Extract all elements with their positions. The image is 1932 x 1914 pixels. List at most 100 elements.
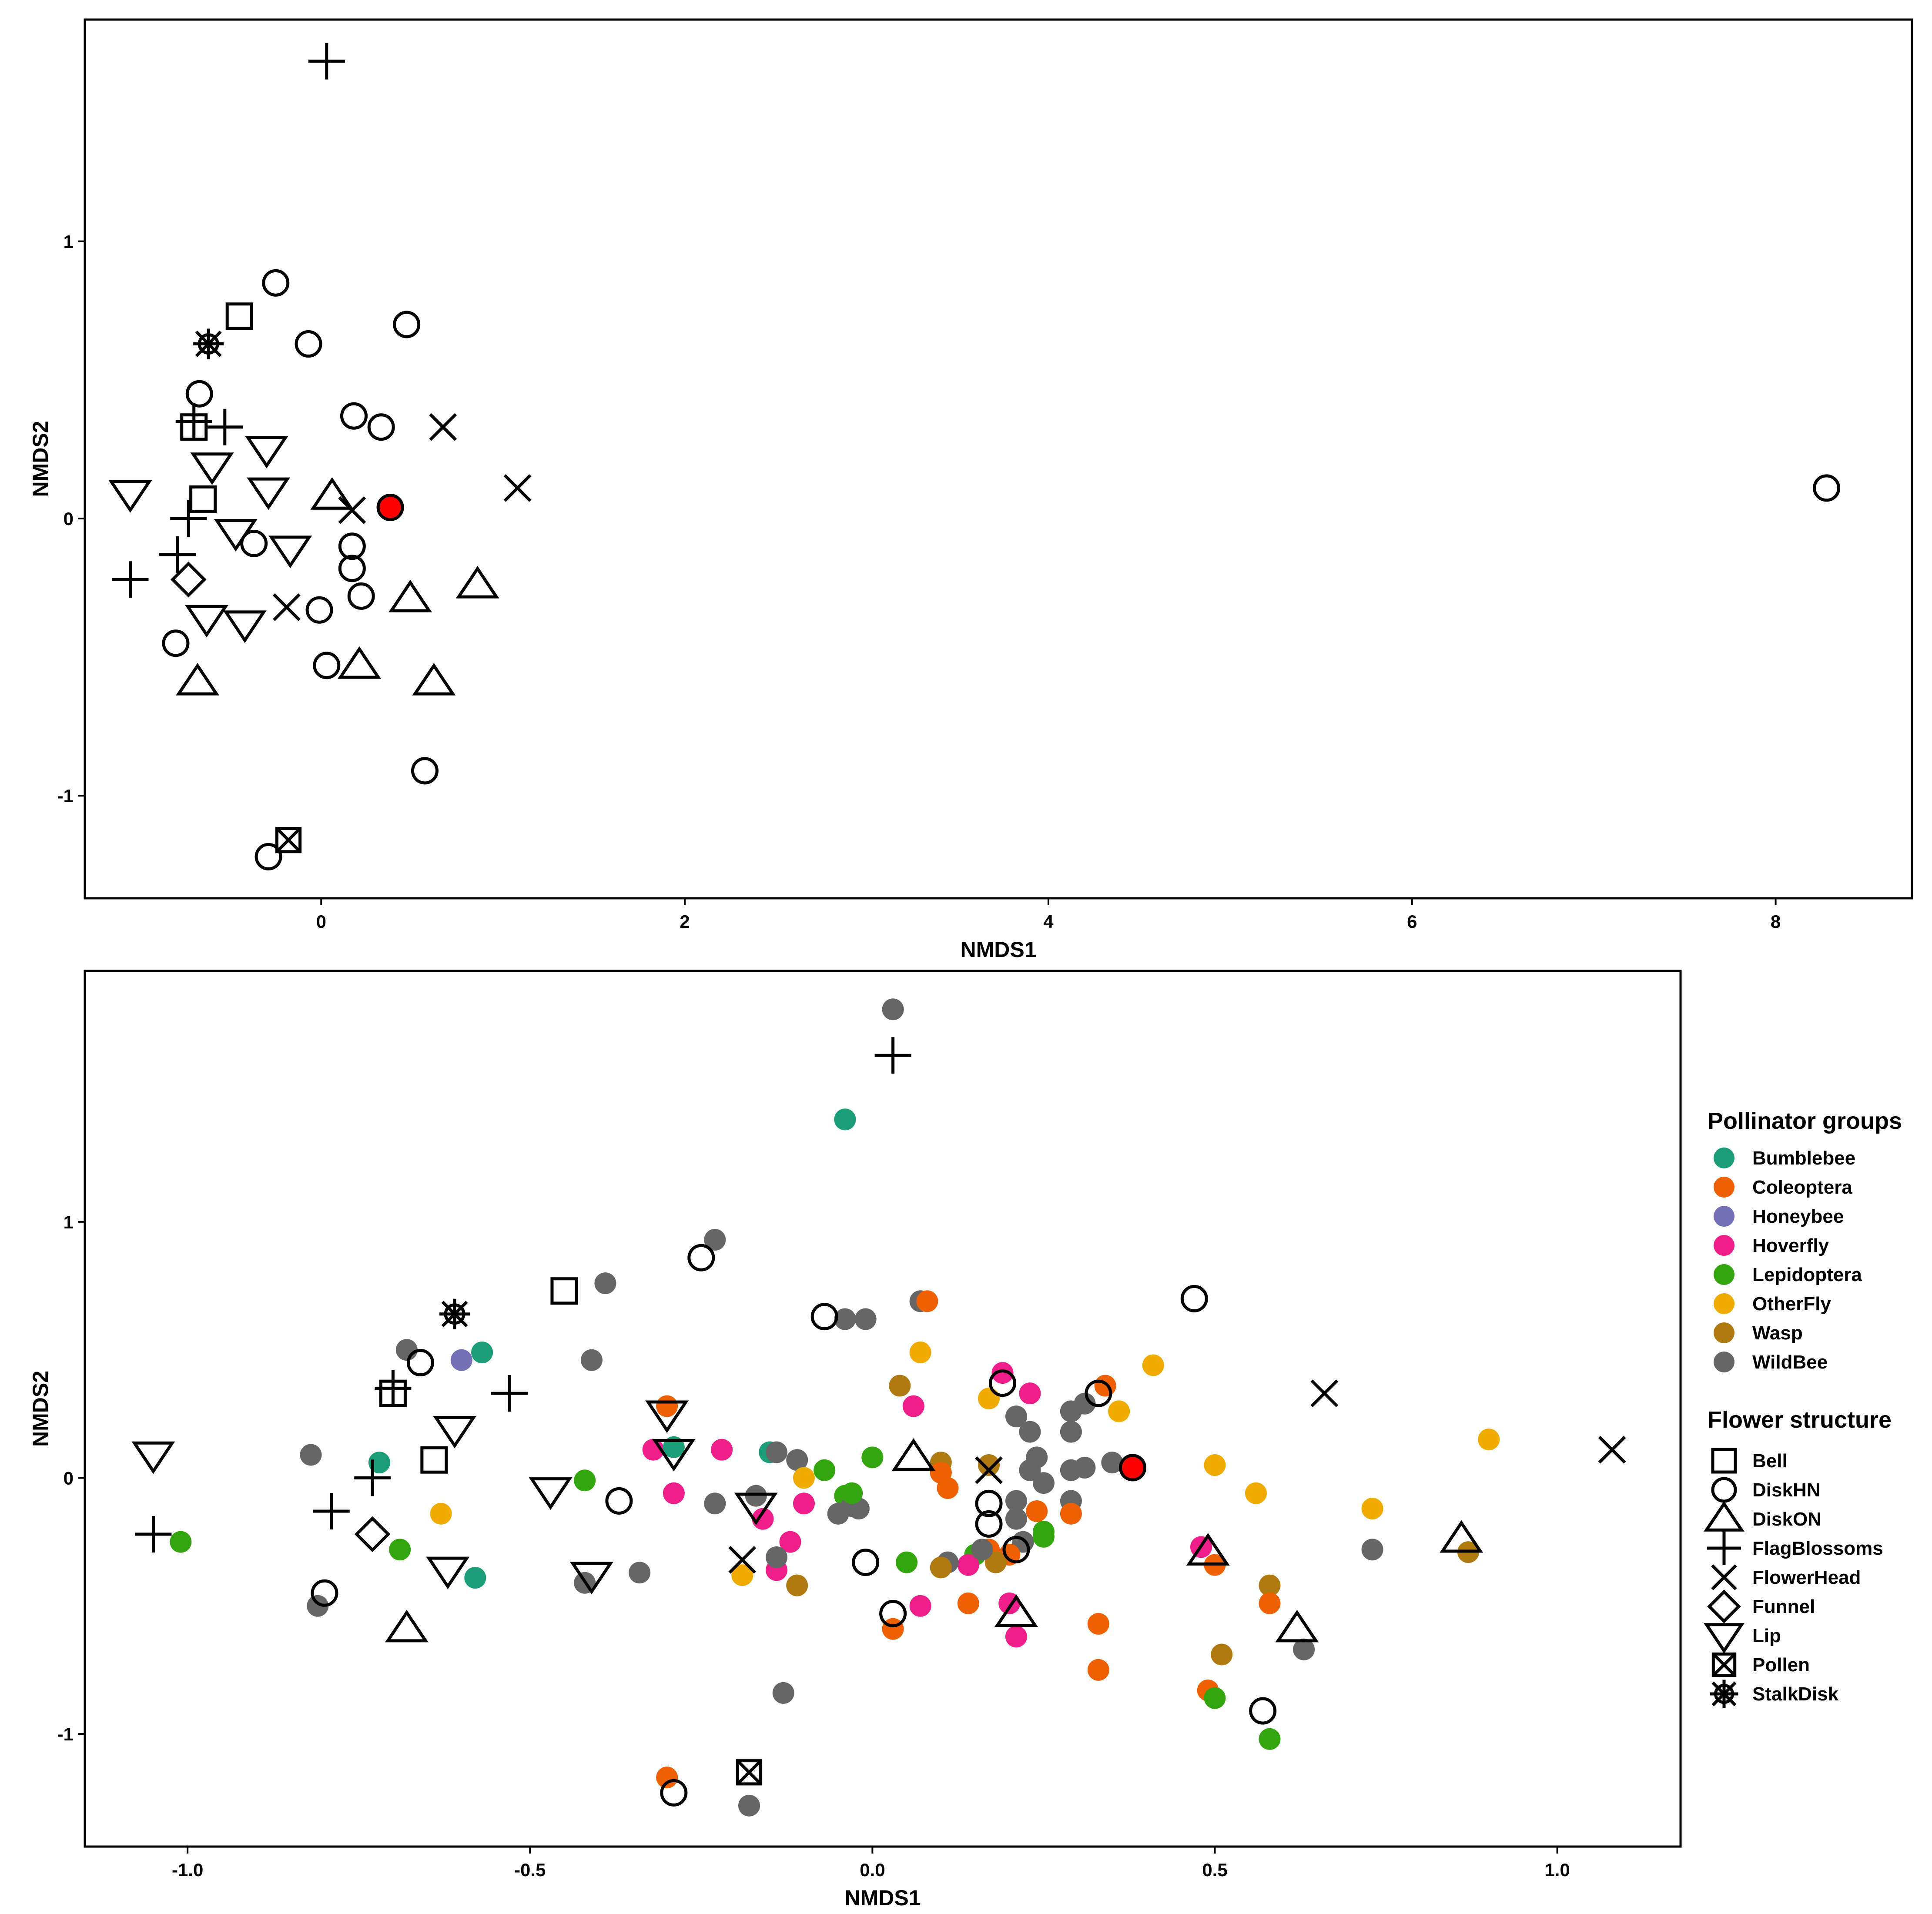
structure-point-flagblossoms [354,1459,391,1496]
legend-label-hoverfly: Hoverfly [1752,1235,1829,1256]
pollinator-point-lepidoptera [814,1459,836,1481]
top-point-flagblossoms [112,561,149,598]
structure-point-lip [645,1400,689,1433]
top-y-tick-label: 0 [64,509,74,529]
legend-label-flowerhead: FlowerHead [1752,1567,1861,1588]
pollinator-point-lepidoptera [1204,1687,1226,1709]
structure-point-flowerhead [975,1456,1003,1484]
top-point-flowerhead [338,496,366,524]
pollinator-point-otherfly [1108,1400,1130,1422]
pollinator-point-coleoptera [656,1395,678,1417]
structure-point-diskon [385,1610,429,1643]
top-y-tick-label: 1 [64,231,74,252]
pollinator-point-wildbee [1074,1456,1096,1479]
legend-label-honeybee: Honeybee [1752,1206,1844,1227]
pollinator-point-otherfly [1478,1429,1500,1451]
top-axis-ticks: 0 2 4 6 8 -1 0 1 [57,231,1781,932]
pollinator-point-coleoptera [937,1477,959,1499]
pollinator-point-hoverfly [663,1482,685,1504]
top-panel: 0 2 4 6 8 -1 0 1 NMDS1 NMDS2 [28,18,1913,962]
top-point-lip [184,605,229,638]
structure-point-diskon [1440,1520,1483,1553]
pollinator-point-wildbee [1293,1638,1315,1660]
pollinator-point-wasp [786,1574,808,1596]
structure-point-diskhn [810,1303,838,1331]
structure-point-diskhn [1085,1379,1112,1407]
top-point-pollen [275,827,302,853]
legend-swatch-honeybee [1714,1206,1734,1227]
pollinator-point-coleoptera [1259,1592,1281,1614]
bottom-x-axis-label: NMDS1 [844,1886,921,1910]
pollinator-point-otherfly [1361,1498,1383,1520]
legend-label-stalkdisk: StalkDisk [1752,1683,1839,1705]
legend-pollinator-title: Pollinator groups [1708,1108,1902,1134]
legend-swatch-wasp [1714,1322,1734,1343]
pollinator-point-wildbee [1019,1421,1041,1443]
legend-shape-diskon [1704,1501,1744,1532]
pollinator-point-wildbee [827,1502,849,1525]
structure-point-lip [569,1562,613,1595]
legend-label-funnel: Funnel [1752,1596,1815,1617]
structure-point-flowerhead [1310,1379,1339,1408]
structure-point-lip [529,1477,573,1510]
pollinator-point-wasp [1259,1574,1281,1596]
structure-point-diskhn [852,1549,880,1576]
top-plot-frame [84,18,1913,900]
top-y-tick-label: -1 [57,786,74,806]
top-point-bell [189,485,217,513]
structure-point-diskhn [1180,1285,1208,1312]
top-point-diskhn [338,555,366,582]
top-point-flagblossoms [159,536,196,573]
top-x-tick-label: 8 [1771,911,1781,932]
pollinator-point-coleoptera [656,1767,678,1789]
top-point-diskhn [338,532,366,560]
structure-point-diskhn [988,1369,1016,1397]
pollinator-point-lepidoptera [861,1446,884,1469]
top-point-diskon [310,477,354,510]
pollinator-point-otherfly [731,1564,753,1586]
structure-point-diskon [994,1594,1038,1627]
pollinator-point-hoverfly [909,1595,931,1617]
pollinator-point-honeybee [450,1349,472,1371]
bottom-x-tick-label: 0.5 [1202,1860,1227,1880]
top-point-diskhn [347,582,375,610]
top-point-diskhn [240,529,268,557]
legend-label-diskhn: DiskHN [1752,1479,1821,1501]
top-x-tick-label: 4 [1043,911,1054,932]
structure-point-diskhn [1249,1697,1277,1725]
pollinator-point-otherfly [978,1387,1000,1409]
top-point-diskhn [313,652,341,679]
pollinator-point-hoverfly [902,1395,924,1417]
structure-point-lip [652,1439,696,1472]
top-point-diskhn [376,494,404,522]
pollinator-point-otherfly [430,1502,452,1525]
pollinator-point-wildbee [307,1595,329,1617]
pollinator-point-lepidoptera [1259,1728,1281,1750]
pollinator-point-coleoptera [1087,1659,1109,1681]
top-point-diskhn [185,380,213,408]
legend-shape-stalkdisk [1710,1680,1738,1708]
pollinator-point-wildbee [1361,1539,1383,1561]
legend-pollinator-items: Bumblebee Coleoptera Honeybee Hoverfly Lepid… [1714,1148,1862,1373]
pollinator-point-wildbee [772,1682,794,1704]
pollinator-point-wildbee [1060,1421,1082,1443]
top-point-flowerhead [429,413,457,441]
structure-point-diskhn [879,1599,907,1627]
pollinator-point-wildbee [1005,1405,1027,1428]
bottom-x-tick-label: -1.0 [172,1860,203,1880]
top-point-diskhn [305,596,333,624]
legend-label-bumblebee: Bumblebee [1752,1148,1855,1169]
pollinator-point-wasp [984,1551,1007,1573]
structure-point-lip [433,1415,477,1449]
top-point-lip [268,535,312,569]
top-point-stalkdisk [193,328,224,359]
structure-point-flagblossoms [491,1375,528,1412]
pollinator-point-wildbee [629,1562,651,1584]
bottom-y-tick-label: -1 [57,1724,74,1744]
pollinator-point-wildbee [854,1308,877,1330]
top-point-flowerhead [503,474,532,502]
pollinator-point-wildbee [300,1444,322,1466]
structure-point-diskhn [406,1349,434,1377]
pollinator-point-wildbee [594,1272,616,1295]
structure-point-diskhn [687,1244,715,1272]
